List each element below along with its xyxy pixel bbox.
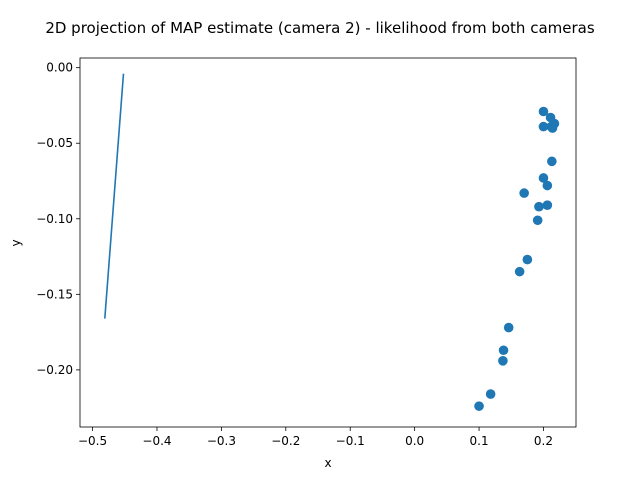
- scatter-point: [522, 254, 533, 265]
- y-tick-label: 0.00: [46, 61, 73, 75]
- scatter-point: [485, 389, 496, 399]
- plot-frame: [79, 57, 577, 428]
- scatter-point: [542, 200, 553, 210]
- scatter-point: [503, 322, 514, 333]
- scatter-point: [498, 356, 508, 366]
- x-tick-label: 0.1: [470, 434, 489, 448]
- x-tick-label: −0.2: [271, 434, 300, 448]
- y-axis-ticks: 0.00 −0.05 −0.10 −0.15 −0.20: [36, 61, 80, 377]
- scatter-point: [498, 345, 509, 356]
- y-tick-label: −0.15: [36, 287, 73, 301]
- chart-title: 2D projection of MAP estimate (camera 2)…: [45, 19, 595, 37]
- x-axis-label: x: [324, 456, 331, 470]
- scatter-point: [532, 215, 543, 226]
- scatter-point: [545, 112, 556, 123]
- scatter-point: [542, 180, 553, 191]
- scatter-point: [547, 156, 557, 167]
- y-tick-label: −0.10: [36, 212, 73, 226]
- x-tick-label: −0.3: [207, 434, 236, 448]
- y-tick-label: −0.20: [36, 363, 73, 377]
- x-tick-label: −0.4: [142, 434, 171, 448]
- scatter-point: [514, 266, 525, 277]
- x-tick-label: −0.5: [78, 434, 107, 448]
- x-tick-label: 0.0: [405, 434, 424, 448]
- plot-area: [104, 73, 560, 411]
- scatter-point: [538, 106, 549, 117]
- scatter-point: [538, 121, 549, 132]
- y-axis-label: y: [9, 239, 23, 246]
- y-tick-label: −0.05: [36, 136, 73, 150]
- scatter-point: [538, 173, 549, 183]
- x-tick-label: 0.2: [534, 434, 553, 448]
- scatter-point: [474, 401, 484, 411]
- x-tick-label: −0.1: [336, 434, 365, 448]
- scatter-point: [534, 201, 544, 212]
- line-series: [104, 73, 125, 319]
- x-axis-ticks: −0.5 −0.4 −0.3 −0.2 −0.1 0.0 0.1 0.2: [78, 427, 553, 448]
- scatter-point: [519, 188, 529, 198]
